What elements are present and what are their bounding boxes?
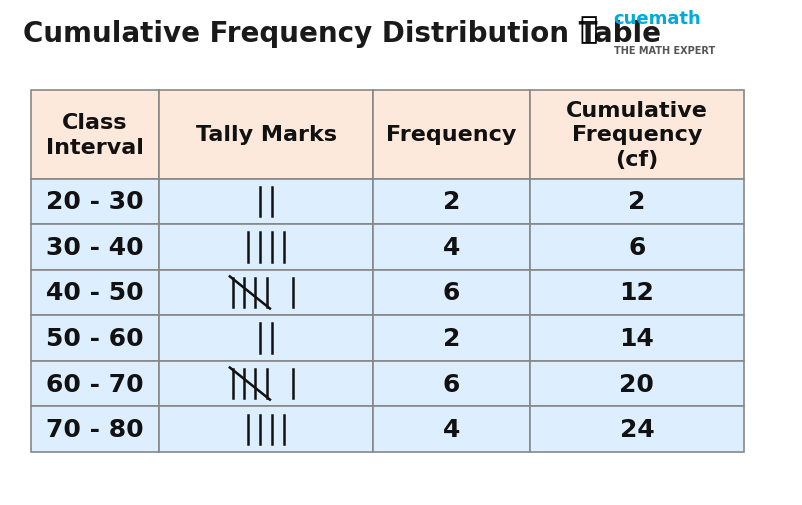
Text: 2: 2 <box>443 190 460 214</box>
Bar <box>530 316 744 361</box>
Bar <box>373 225 530 270</box>
Bar <box>30 316 159 361</box>
Bar <box>30 179 159 225</box>
Bar <box>373 407 530 452</box>
Text: 12: 12 <box>619 281 654 305</box>
Bar <box>30 407 159 452</box>
Text: 30 - 40: 30 - 40 <box>46 235 144 260</box>
Text: 4: 4 <box>443 417 460 441</box>
Text: THE MATH EXPERT: THE MATH EXPERT <box>614 45 715 56</box>
Bar <box>373 179 530 225</box>
Bar <box>159 225 373 270</box>
Bar <box>159 179 373 225</box>
Bar <box>373 361 530 407</box>
Text: 20 - 30: 20 - 30 <box>46 190 144 214</box>
Bar <box>30 361 159 407</box>
Text: 40 - 50: 40 - 50 <box>46 281 144 305</box>
Bar <box>530 407 744 452</box>
Text: Class
Interval: Class Interval <box>46 113 144 158</box>
Text: Frequency: Frequency <box>387 125 516 145</box>
Bar <box>530 361 744 407</box>
Text: 6: 6 <box>443 281 460 305</box>
Text: 50 - 60: 50 - 60 <box>46 326 144 350</box>
Text: 20: 20 <box>619 372 654 396</box>
Text: 70 - 80: 70 - 80 <box>46 417 144 441</box>
Bar <box>530 179 744 225</box>
Text: 6: 6 <box>628 235 646 260</box>
Bar <box>159 407 373 452</box>
Text: 60 - 70: 60 - 70 <box>46 372 144 396</box>
Bar <box>530 270 744 316</box>
Text: 24: 24 <box>619 417 654 441</box>
Text: 2: 2 <box>628 190 646 214</box>
Text: 6: 6 <box>443 372 460 396</box>
Text: 🚀: 🚀 <box>579 15 597 44</box>
Bar <box>373 316 530 361</box>
Text: 14: 14 <box>619 326 654 350</box>
Text: Cumulative
Frequency
(cf): Cumulative Frequency (cf) <box>566 100 708 170</box>
Bar <box>530 225 744 270</box>
Text: Tally Marks: Tally Marks <box>196 125 337 145</box>
Bar <box>30 270 159 316</box>
Bar <box>373 270 530 316</box>
Bar <box>30 225 159 270</box>
Bar <box>159 270 373 316</box>
Bar <box>159 316 373 361</box>
Text: Cumulative Frequency Distribution Table: Cumulative Frequency Distribution Table <box>23 20 661 48</box>
Text: 2: 2 <box>443 326 460 350</box>
Bar <box>159 361 373 407</box>
Text: cuemath: cuemath <box>614 10 701 28</box>
Text: 4: 4 <box>443 235 460 260</box>
